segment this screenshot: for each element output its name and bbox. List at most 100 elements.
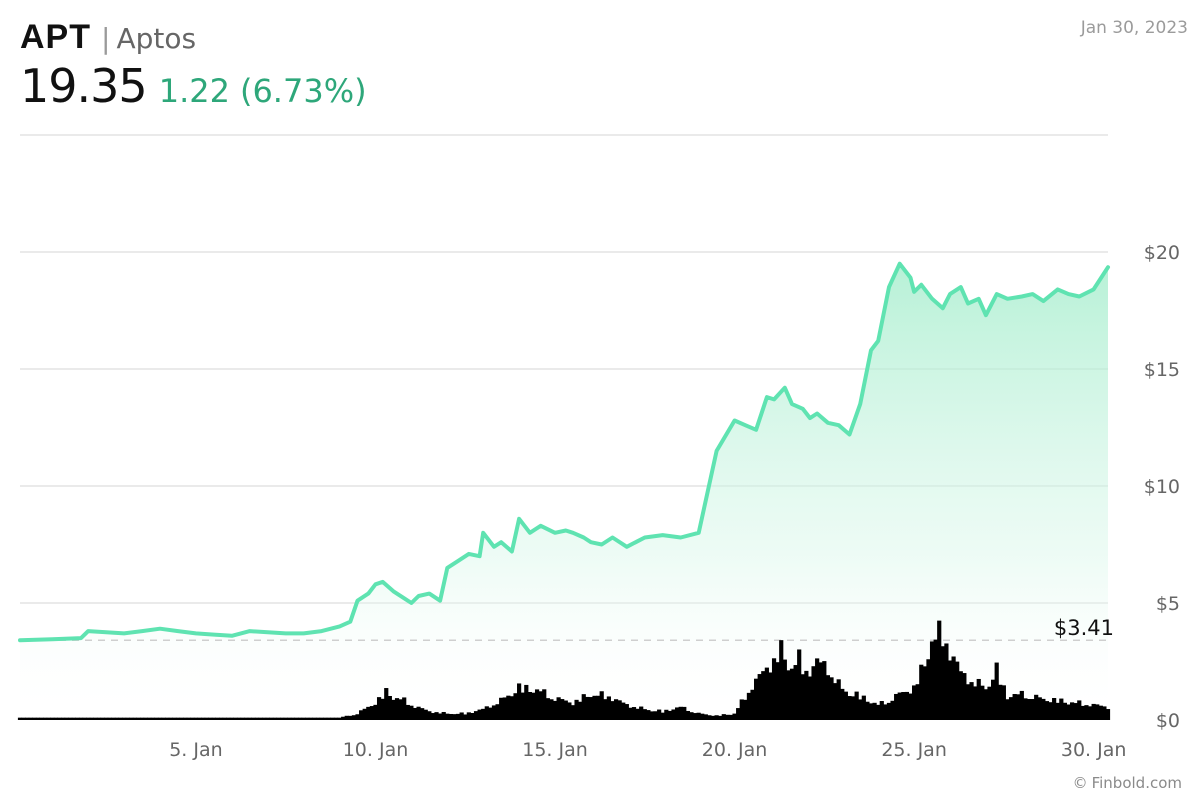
- volume-bar: [840, 688, 845, 720]
- volume-bar: [509, 696, 515, 720]
- volume-bar: [366, 706, 371, 720]
- volume-bar: [132, 717, 137, 720]
- volume-bar: [1037, 697, 1042, 720]
- volume-bar: [423, 709, 428, 720]
- volume-bar: [825, 675, 831, 720]
- source-credit: © Finbold.com: [1073, 774, 1182, 792]
- volume-bar: [197, 717, 202, 720]
- volume-bar: [1077, 700, 1082, 720]
- volume-bar: [926, 659, 931, 720]
- volume-bar: [947, 660, 953, 720]
- volume-bar: [718, 715, 723, 720]
- volume-bar: [732, 713, 737, 720]
- volume-bar: [416, 706, 421, 720]
- volume-bar: [430, 713, 436, 720]
- volume-bar: [369, 706, 374, 720]
- volume-bar: [581, 694, 586, 720]
- volume-bar: [204, 717, 209, 720]
- volume-bar: [850, 696, 856, 720]
- volume-bar: [297, 717, 303, 720]
- volume-bar: [226, 717, 231, 720]
- volume-bar: [937, 620, 942, 720]
- volume-bar: [1005, 699, 1010, 720]
- volume-bar: [912, 685, 917, 720]
- ticker-symbol: APT: [20, 18, 91, 56]
- volume-bar: [319, 717, 324, 720]
- volume-bar: [96, 717, 102, 720]
- volume-bar: [28, 717, 33, 720]
- volume-bar: [193, 717, 199, 720]
- volume-bar: [1059, 698, 1064, 720]
- volume-bar: [983, 689, 989, 720]
- y-tick-label: $10: [1144, 476, 1180, 498]
- volume-bar: [484, 706, 489, 720]
- volume-bar: [258, 717, 263, 720]
- volume-bar: [308, 717, 313, 720]
- volume-bar: [534, 689, 540, 720]
- volume-bar: [1016, 694, 1021, 720]
- volume-bar: [563, 700, 568, 720]
- x-tick-label: 10. Jan: [343, 739, 409, 761]
- volume-bar: [868, 703, 874, 720]
- volume-bar: [685, 710, 690, 720]
- volume-bar: [488, 707, 493, 720]
- volume-bar: [894, 693, 899, 720]
- volume-bar: [793, 665, 798, 720]
- volume-bar: [991, 679, 996, 720]
- y-tick-label: $0: [1156, 710, 1180, 732]
- volume-bar: [1019, 690, 1024, 720]
- volume-bar: [86, 717, 91, 720]
- volume-bar: [1098, 705, 1103, 720]
- y-tick-label: $20: [1144, 242, 1180, 264]
- volume-bar: [631, 707, 637, 720]
- volume-bar: [402, 697, 407, 720]
- volume-bar: [114, 717, 120, 720]
- volume-bar: [542, 689, 547, 720]
- volume-bar: [517, 683, 522, 720]
- ticker-separator: |: [101, 22, 111, 55]
- volume-bar: [714, 715, 719, 720]
- price-area-layer: [20, 263, 1108, 720]
- volume-bar: [179, 717, 184, 720]
- current-price: 19.35: [20, 59, 148, 113]
- volume-bar: [161, 717, 166, 720]
- volume-bar: [186, 717, 191, 720]
- price-line-layer: [18, 261, 1110, 643]
- volume-bar: [973, 686, 978, 720]
- volume-bar: [136, 717, 141, 720]
- volume-bar: [150, 717, 155, 720]
- volume-bar: [143, 717, 148, 720]
- volume-bar: [675, 707, 680, 720]
- volume-bar: [107, 717, 112, 720]
- volume-bar: [700, 713, 705, 720]
- volume-bar: [236, 717, 242, 720]
- volume-bar: [265, 717, 270, 720]
- volume-bar: [337, 717, 342, 720]
- volume-bar: [1073, 703, 1078, 720]
- volume-bar: [53, 717, 59, 720]
- volume-bar: [649, 711, 655, 720]
- volume-bar: [247, 717, 252, 720]
- volume-bar: [524, 684, 529, 720]
- y-tick-label: $15: [1144, 359, 1180, 381]
- volume-bar: [933, 639, 938, 720]
- volume-bar: [1030, 699, 1035, 720]
- x-axis-labels: 5. Jan 10. Jan 15. Jan 20. Jan 25. Jan 30. Ja…: [169, 739, 1126, 761]
- volume-bar: [843, 691, 848, 720]
- volume-bar: [122, 717, 127, 720]
- volume-bar: [129, 717, 134, 720]
- volume-bar: [43, 717, 48, 720]
- volume-bar: [1048, 702, 1053, 720]
- volume-bar: [833, 683, 838, 720]
- volume-bar: [789, 668, 795, 720]
- volume-bar: [344, 715, 349, 720]
- volume-bar: [710, 715, 716, 720]
- volume-bar: [585, 696, 590, 720]
- volume-bar: [628, 707, 633, 720]
- volume-bar: [556, 697, 561, 720]
- ticker-line: APT | Aptos: [20, 18, 367, 57]
- volume-bar: [147, 717, 152, 720]
- volume-bar: [736, 708, 741, 720]
- volume-bar: [786, 670, 791, 720]
